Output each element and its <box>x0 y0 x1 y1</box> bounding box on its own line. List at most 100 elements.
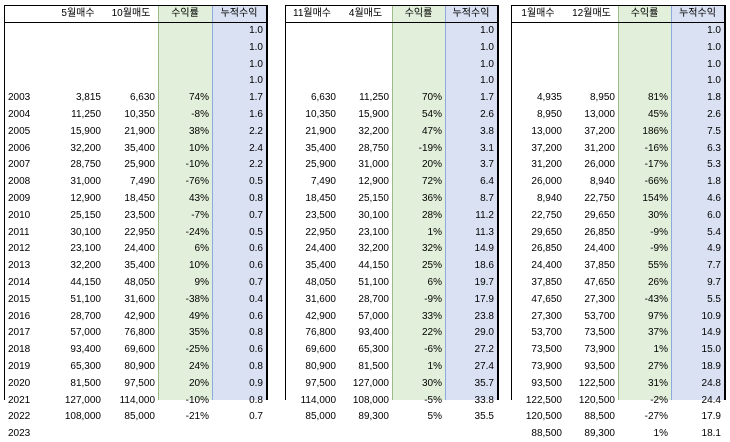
return-rate-cell: 6% <box>427 277 442 288</box>
return-rate-cell: 72% <box>421 176 442 188</box>
sell-price-cell: 97,500 <box>124 377 155 389</box>
cumulative-return-cell: 23.8 <box>474 310 494 322</box>
buy-price-cell: 23,100 <box>70 243 101 255</box>
sell-price-cell: 73,500 <box>584 327 615 339</box>
return-rate-cell: 35% <box>188 327 209 339</box>
cumulative-return-cell: 0.5 <box>249 176 263 188</box>
buy-price-cell: 22,950 <box>305 226 336 238</box>
column-header: 누적수익 <box>679 8 716 19</box>
cumulative-return-cell: 8.7 <box>480 193 494 204</box>
return-rate-cell: 24% <box>188 361 209 372</box>
cumulative-return-cell: 15.0 <box>701 344 721 356</box>
buy-price-cell: 73,900 <box>531 361 562 372</box>
cumulative-return-cell: 33.8 <box>474 394 494 406</box>
return-rate-cell: -9% <box>650 226 668 238</box>
sell-price-cell: 48,050 <box>124 277 155 288</box>
return-rate-cell: 32% <box>421 243 442 255</box>
table-left-border <box>4 5 5 400</box>
cumulative-return-cell: 29.0 <box>474 327 494 339</box>
cumulative-return-cell: 0.6 <box>249 260 263 272</box>
buy-price-cell: 108,000 <box>64 411 101 423</box>
buy-price-cell: 35,400 <box>305 142 336 154</box>
profit-column-bg <box>158 5 213 400</box>
return-rate-cell: -27% <box>644 411 668 423</box>
column-header: 11월매수 <box>293 8 331 19</box>
sell-price-cell: 24,400 <box>124 243 155 255</box>
cumulative-return-cell: 5.5 <box>707 293 721 305</box>
buy-price-cell: 31,000 <box>70 176 101 188</box>
return-rate-cell: 10% <box>188 260 209 272</box>
return-rate-cell: 70% <box>421 92 442 104</box>
cumulative-return-cell: 18.9 <box>701 361 721 372</box>
sell-price-cell: 85,000 <box>124 411 155 423</box>
sell-price-cell: 127,000 <box>352 377 389 389</box>
return-rate-cell: 36% <box>421 193 442 204</box>
buy-price-cell: 27,300 <box>531 310 562 322</box>
return-rate-cell: 81% <box>647 92 668 104</box>
cumulative-return-cell: 24.4 <box>701 394 721 406</box>
year-label: 2013 <box>8 260 31 272</box>
sell-price-cell: 8,950 <box>589 92 615 104</box>
sell-price-cell: 30,100 <box>358 209 389 221</box>
sell-price-cell: 44,150 <box>358 260 389 272</box>
year-label: 2012 <box>8 243 31 255</box>
return-rate-cell: -24% <box>185 226 209 238</box>
cumulative-return-cell: 1.0 <box>707 75 721 87</box>
sell-price-cell: 80,900 <box>124 361 155 372</box>
sell-price-cell: 57,000 <box>358 310 389 322</box>
sell-price-cell: 6,630 <box>129 92 155 104</box>
buy-price-cell: 47,650 <box>531 293 562 305</box>
buy-price-cell: 93,400 <box>70 344 101 356</box>
return-rate-cell: 28% <box>421 209 442 221</box>
column-header: 수익률 <box>630 8 659 19</box>
year-label: 2008 <box>8 176 31 188</box>
buy-price-cell: 65,300 <box>70 361 101 372</box>
sell-price-cell: 51,100 <box>358 277 389 288</box>
buy-price-cell: 18,450 <box>305 193 336 204</box>
buy-price-cell: 30,100 <box>70 226 101 238</box>
sell-price-cell: 35,400 <box>124 142 155 154</box>
cumulative-return-cell: 35.7 <box>474 377 494 389</box>
sell-price-cell: 25,900 <box>124 159 155 171</box>
cumulative-return-cell: 0.8 <box>249 193 263 204</box>
cumulative-return-cell: 27.2 <box>474 344 494 356</box>
return-rate-cell: 27% <box>647 361 668 372</box>
year-label: 2017 <box>8 327 31 339</box>
return-rate-cell: 55% <box>647 260 668 272</box>
return-rate-cell: 1% <box>653 344 668 356</box>
header-bottom-border <box>511 22 725 23</box>
cumulative-return-cell: 0.8 <box>249 327 263 339</box>
cumulative-return-cell: 11.3 <box>475 226 494 238</box>
cumulative-return-cell: 1.7 <box>249 92 263 104</box>
return-rate-cell: 186% <box>642 125 668 137</box>
column-header: 수익률 <box>171 8 199 19</box>
return-rate-cell: -9% <box>424 293 442 305</box>
sell-price-cell: 35,400 <box>124 260 155 272</box>
buy-price-cell: 28,700 <box>70 310 101 322</box>
buy-price-cell: 32,200 <box>70 260 101 272</box>
buy-price-cell: 12,900 <box>70 193 101 204</box>
sell-price-cell: 26,000 <box>584 159 615 171</box>
cumulative-return-cell: 1.0 <box>480 58 494 70</box>
cumulative-return-cell: 14.9 <box>474 243 494 255</box>
cumulative-column-bg <box>212 5 268 400</box>
cumulative-return-cell: 0.5 <box>249 226 263 238</box>
cumulative-return-cell <box>445 426 494 442</box>
buy-price-cell: 37,850 <box>531 277 562 288</box>
buy-price-cell: 114,000 <box>300 394 336 406</box>
return-rate-cell: -10% <box>185 394 209 406</box>
sell-price-cell: 31,600 <box>124 293 155 305</box>
cumulative-return-cell: 2.4 <box>249 142 263 154</box>
return-rate-cell: 97% <box>647 310 668 322</box>
cumulative-return-cell: 6.3 <box>707 142 721 154</box>
buy-price-cell: 93,500 <box>531 377 562 389</box>
cumulative-return-cell: 0.6 <box>249 243 263 255</box>
year-label: 2015 <box>8 293 31 305</box>
year-label: 2011 <box>8 226 30 238</box>
cumulative-column-bg <box>445 5 499 400</box>
sell-price-cell: 23,100 <box>358 226 389 238</box>
return-rate-cell: -10% <box>185 159 209 171</box>
buy-price-cell: 88,500 <box>531 428 562 440</box>
sell-price-cell: 7,490 <box>129 176 155 188</box>
return-rate-cell: 154% <box>642 193 668 204</box>
